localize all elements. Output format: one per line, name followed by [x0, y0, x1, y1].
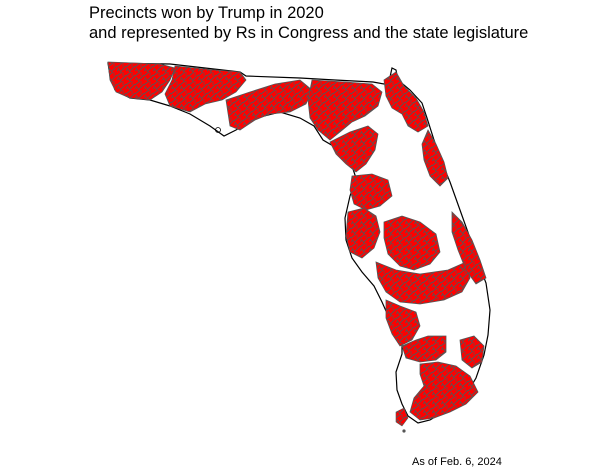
precinct-region-panhandle-west	[107, 61, 176, 101]
precinct-region-northeast	[383, 71, 429, 133]
map-title-line-2: and represented by Rs in Congress and th…	[89, 24, 529, 42]
precinct-region-north-central	[329, 125, 379, 173]
precinct-key-west	[402, 429, 406, 433]
precinct-region-heartland	[375, 261, 471, 305]
precinct-region-central-inland	[383, 215, 441, 271]
precinct-region-south-florida	[409, 361, 479, 421]
precinct-region-keys	[395, 407, 409, 427]
precinct-region-panhandle-east	[225, 79, 313, 131]
precinct-region-treasure-coast	[451, 211, 487, 285]
precinct-region-east-coast-north	[421, 129, 449, 187]
map-title: Precincts won by Trump in 2020 and repre…	[89, 3, 528, 43]
precinct-region-southeast-coast	[459, 335, 485, 369]
precinct-region-big-bend	[307, 79, 383, 141]
precinct-island	[215, 127, 221, 133]
precinct-region-tampa-bay	[345, 207, 381, 259]
precinct-region-southwest-coast	[385, 299, 421, 347]
precinct-region-nature-coast	[349, 173, 393, 211]
precinct-region-panhandle-central	[164, 65, 247, 113]
precinct-region-collier	[401, 335, 447, 363]
map-title-line-1: Precincts won by Trump in 2020	[89, 4, 324, 22]
as-of-date-caption: As of Feb. 6, 2024	[412, 456, 502, 468]
